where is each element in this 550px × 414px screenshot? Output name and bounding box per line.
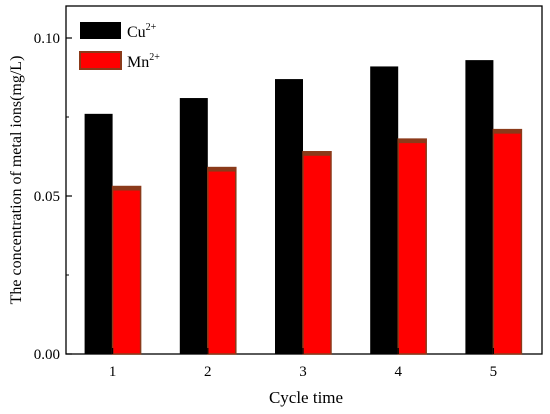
bar-mn-cycle-2 xyxy=(207,166,237,355)
y-axis-title: The concentration of metal ions(mg/L) xyxy=(8,56,25,305)
legend-label-mn: Mn2+ xyxy=(127,52,160,71)
bar-mn-cap-cycle-5 xyxy=(493,129,522,134)
bar-mn-cap-cycle-3 xyxy=(303,151,331,156)
bar-cu-cycle-4 xyxy=(370,66,399,354)
x-tick-label: 1 xyxy=(109,364,117,380)
bar-cu-cycle-2 xyxy=(179,98,208,354)
x-tick-label: 4 xyxy=(394,364,402,380)
bar-mn-cap-cycle-4 xyxy=(398,139,427,144)
bar-mn-cap-cycle-2 xyxy=(207,167,236,172)
y-tick-label: 0.00 xyxy=(34,347,60,363)
x-tick-label: 5 xyxy=(490,364,498,380)
legend-swatch-mn xyxy=(79,51,122,70)
bar-mn-cycle-5 xyxy=(492,128,523,355)
y-tick-label: 0.10 xyxy=(34,31,60,47)
y-ticks-group: 0.00 0.05 0.10 xyxy=(34,31,72,363)
bar-mn-cycle-3 xyxy=(302,151,332,355)
x-axis-title: Cycle time xyxy=(269,388,343,407)
bar-cu-cycle-3 xyxy=(275,79,303,354)
x-tick-label: 2 xyxy=(204,364,212,380)
y-tick-label: 0.05 xyxy=(34,189,60,205)
legend: Cu2+ Mn2+ xyxy=(79,22,160,71)
bar-cu-cycle-1 xyxy=(84,113,113,354)
legend-label-cu: Cu2+ xyxy=(127,22,157,41)
bar-mn-cycle-1 xyxy=(111,185,142,355)
x-tick-label: 3 xyxy=(299,364,307,380)
bar-mn-cycle-4 xyxy=(397,138,427,355)
x-ticks-group: 1 2 3 4 5 xyxy=(109,348,497,380)
bar-cu-cycle-5 xyxy=(465,60,494,355)
bars-group xyxy=(84,60,523,355)
bar-mn-cap-cycle-1 xyxy=(112,186,141,191)
legend-swatch-cu xyxy=(80,22,121,39)
